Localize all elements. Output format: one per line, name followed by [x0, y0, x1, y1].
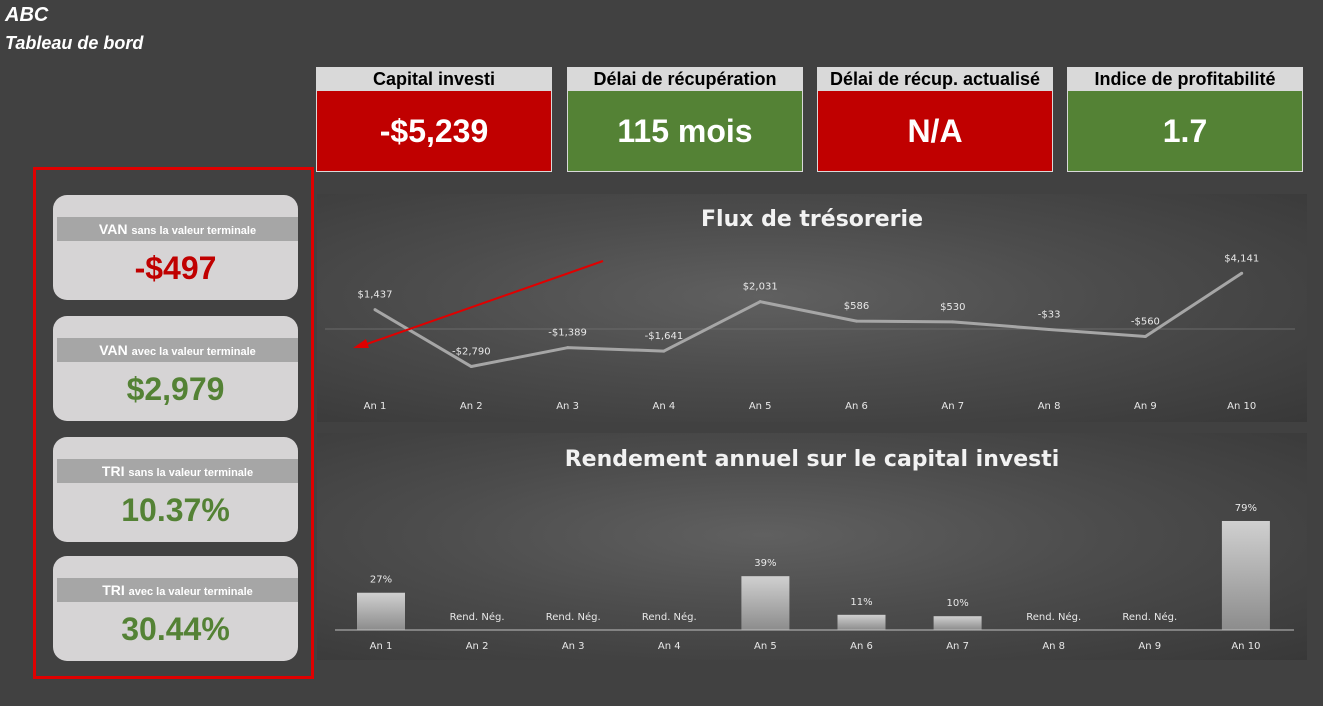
- return-x-tick-label: An 6: [850, 641, 873, 652]
- cashflow-series-line: [374, 272, 1243, 369]
- cashflow-data-label: $2,031: [743, 282, 778, 293]
- kpi-value: 1.7: [1067, 91, 1303, 172]
- return-x-tick-label: An 4: [658, 641, 681, 652]
- return-data-label: Rend. Nég.: [642, 611, 697, 623]
- cashflow-x-tick-label: An 10: [1227, 401, 1256, 412]
- return-data-label: Rend. Nég.: [546, 611, 601, 623]
- kpi-value: N/A: [817, 91, 1053, 172]
- cashflow-x-tick-label: An 7: [941, 401, 964, 412]
- cashflow-data-label: -$2,790: [452, 347, 491, 358]
- metric-label-detail: avec la valeur terminale: [128, 586, 253, 598]
- return-data-label: Rend. Nég.: [1026, 611, 1081, 623]
- cashflow-data-label: $1,437: [358, 290, 393, 301]
- metric-label: TRI sans la valeur terminale: [57, 459, 298, 483]
- cashflow-point: [566, 346, 570, 350]
- return-data-label: 27%: [370, 575, 392, 586]
- cashflow-point: [373, 308, 377, 312]
- metric-card-tri-avec: TRI avec la valeur terminale 30.44%: [53, 556, 298, 661]
- cashflow-x-tick-label: An 1: [364, 401, 387, 412]
- metric-label: TRI avec la valeur terminale: [57, 578, 298, 602]
- cashflow-point: [1047, 327, 1051, 331]
- metric-card-van-avec: VAN avec la valeur terminale $2,979: [53, 316, 298, 421]
- app-subtitle: Tableau de bord: [5, 33, 144, 53]
- cashflow-x-tick-label: An 6: [845, 401, 868, 412]
- metric-value: 10.37%: [121, 492, 230, 528]
- cashflow-chart-panel: Flux de trésorerie $1,437 An 1 -$2,790 An 2…: [317, 194, 1307, 422]
- metric-card-van-sans: VAN sans la valeur terminale -$497: [53, 195, 298, 300]
- cashflow-x-tick-label: An 3: [556, 401, 579, 412]
- metric-label: VAN sans la valeur terminale: [57, 217, 298, 241]
- return-x-tick-label: An 3: [562, 641, 585, 652]
- cashflow-x-tick-label: An 5: [749, 401, 772, 412]
- return-bar: [1221, 520, 1270, 630]
- cashflow-data-label: $586: [844, 301, 869, 312]
- metric-label-main: TRI: [102, 582, 125, 598]
- cashflow-data-label: -$1,641: [645, 331, 684, 342]
- metric-label: VAN avec la valeur terminale: [57, 338, 298, 362]
- return-x-tick-label: An 7: [946, 641, 969, 652]
- cashflow-x-tick-label: An 2: [460, 401, 483, 412]
- return-bar-chart: 27% An 1 Rend. Nég. An 2 Rend. Nég. An 3 Rend.…: [335, 503, 1294, 652]
- metrics-panel: VAN sans la valeur terminale -$497 VAN a…: [33, 167, 314, 679]
- kpi-value: -$5,239: [316, 91, 552, 172]
- cashflow-chart-title: Flux de trésorerie: [701, 207, 923, 232]
- return-data-label: 10%: [946, 598, 968, 609]
- metric-label-main: VAN: [99, 342, 128, 358]
- return-data-label: 11%: [850, 597, 872, 608]
- cashflow-data-label: -$560: [1131, 317, 1160, 328]
- metric-value: 30.44%: [121, 611, 230, 647]
- cashflow-point: [758, 300, 762, 304]
- cashflow-data-label: -$1,389: [548, 328, 587, 339]
- metric-label-detail: sans la valeur terminale: [128, 467, 254, 479]
- return-data-label: Rend. Nég.: [1122, 611, 1177, 623]
- metric-label-main: VAN: [98, 221, 128, 237]
- return-x-tick-label: An 2: [466, 641, 489, 652]
- kpi-label: Délai de récup. actualisé: [817, 67, 1053, 91]
- return-data-label: 79%: [1235, 503, 1257, 514]
- cashflow-x-tick-label: An 4: [653, 401, 676, 412]
- return-data-label: Rend. Nég.: [450, 611, 505, 623]
- cashflow-point: [469, 365, 473, 369]
- return-bar: [357, 592, 405, 630]
- cashflow-data-label: $4,141: [1224, 253, 1259, 264]
- metric-value: $2,979: [126, 371, 225, 407]
- metric-label-detail: avec la valeur terminale: [131, 346, 256, 358]
- return-x-tick-label: An 5: [754, 641, 777, 652]
- return-bar: [741, 576, 790, 630]
- return-data-label: 39%: [754, 558, 776, 569]
- kpi-indice-profitabilite: Indice de profitabilité 1.7: [1067, 67, 1303, 174]
- cashflow-point: [951, 320, 955, 324]
- kpi-value: 115 mois: [567, 91, 803, 172]
- metric-label-main: TRI: [101, 463, 125, 479]
- metric-card-tri-sans: TRI sans la valeur terminale 10.37%: [53, 437, 298, 542]
- return-chart-title: Rendement annuel sur le capital investi: [564, 447, 1060, 472]
- cashflow-point: [1143, 335, 1147, 339]
- metric-value: -$497: [134, 250, 217, 286]
- app-title: ABC: [5, 4, 49, 26]
- kpi-label: Capital investi: [316, 67, 552, 91]
- cashflow-line-chart: $1,437 An 1 -$2,790 An 2 -$1,389 An 3 -$1,641 A…: [325, 253, 1295, 412]
- cashflow-x-tick-label: An 9: [1134, 401, 1157, 412]
- cashflow-point: [662, 349, 666, 353]
- kpi-capital-investi: Capital investi -$5,239: [316, 67, 552, 174]
- return-x-tick-label: An 10: [1231, 641, 1260, 652]
- return-x-tick-label: An 9: [1138, 641, 1161, 652]
- return-bar: [837, 614, 886, 630]
- metric-label-detail: sans la valeur terminale: [131, 225, 257, 237]
- kpi-label: Indice de profitabilité: [1067, 67, 1303, 91]
- return-chart-panel: Rendement annuel sur le capital investi …: [317, 433, 1307, 660]
- return-bar: [933, 616, 982, 630]
- kpi-label: Délai de récupération: [567, 67, 803, 91]
- cashflow-point: [855, 319, 858, 323]
- return-x-tick-label: An 8: [1042, 641, 1065, 652]
- kpi-delai-actualise: Délai de récup. actualisé N/A: [817, 67, 1053, 174]
- cashflow-data-label: $530: [940, 302, 965, 313]
- cashflow-point: [1240, 271, 1244, 275]
- cashflow-x-tick-label: An 8: [1038, 401, 1061, 412]
- return-x-tick-label: An 1: [370, 641, 393, 652]
- cashflow-data-label: -$33: [1038, 309, 1061, 320]
- kpi-delai-recuperation: Délai de récupération 115 mois: [567, 67, 803, 174]
